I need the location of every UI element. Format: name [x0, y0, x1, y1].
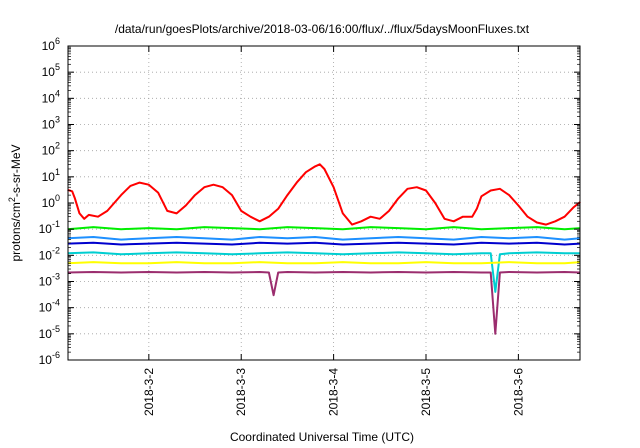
y-tick-label: 103 — [42, 115, 60, 132]
y-tick-label: 100 — [42, 193, 60, 210]
y-tick-label: 10-5 — [39, 324, 60, 341]
x-tick-label: 2018-3-2 — [142, 368, 156, 416]
grid — [68, 46, 580, 360]
series-line-2 — [67, 226, 581, 231]
series-line-6 — [67, 261, 581, 265]
y-tick-label: 105 — [42, 62, 60, 79]
series-line-7 — [67, 271, 581, 335]
y-tick-label: 10-1 — [39, 219, 60, 236]
series-line-4 — [67, 241, 581, 246]
series-line-3 — [67, 236, 581, 241]
y-tick-label: 104 — [42, 88, 60, 105]
y-axis: 10-6 10-5 10-4 10-3 10-2 10-1 100 101 102 103 104 1… — [39, 36, 580, 367]
series-group — [67, 163, 581, 335]
x-axis: 2018-3-2 2018-3-3 2018-3-4 2018-3-5 2018-3-6 — [142, 46, 525, 416]
x-tick-label: 2018-3-3 — [234, 368, 248, 416]
y-axis-label: protons/cm2-s-sr-MeV — [7, 144, 23, 261]
chart-title: /data/run/goesPlots/archive/2018-03-06/1… — [115, 22, 530, 36]
x-axis-label: Coordinated Universal Time (UTC) — [230, 430, 414, 444]
y-tick-label: 10-6 — [39, 350, 60, 367]
y-tick-label: 10-3 — [39, 272, 60, 289]
y-tick-label: 101 — [42, 167, 60, 184]
x-tick-label: 2018-3-5 — [419, 368, 433, 416]
series-line-5 — [67, 251, 581, 293]
x-tick-label: 2018-3-6 — [511, 368, 525, 416]
series-line-1 — [67, 163, 581, 226]
y-tick-label: 106 — [42, 36, 60, 53]
y-tick-label: 10-4 — [39, 298, 60, 315]
y-tick-label: 102 — [42, 141, 60, 158]
y-tick-label: 10-2 — [39, 245, 60, 262]
x-tick-label: 2018-3-4 — [327, 368, 341, 416]
